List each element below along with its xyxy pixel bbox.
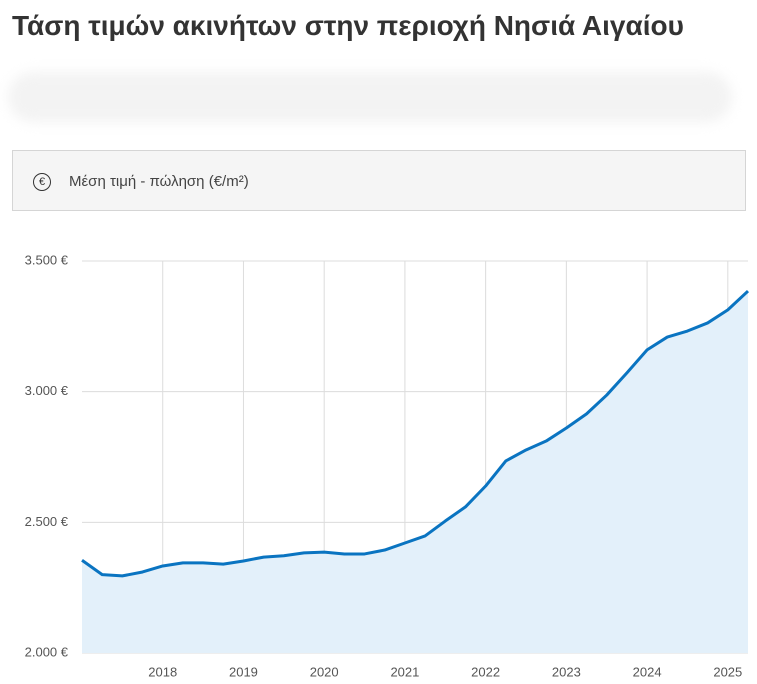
x-tick-label: 2020 — [310, 664, 339, 679]
x-tick-label: 2022 — [471, 664, 500, 679]
x-tick-label: 2025 — [713, 664, 742, 679]
line — [81, 289, 750, 578]
x-tick-label: 2024 — [633, 664, 662, 679]
x-tick-label: 2018 — [148, 664, 177, 679]
page-title: Τάση τιμών ακινήτων στην περιοχή Νησιά Α… — [12, 10, 684, 41]
selector-label: Μέση τιμή - πώληση (€/m²) — [69, 173, 249, 190]
x-tick-label: 2021 — [390, 664, 419, 679]
x-tick-label: 2019 — [229, 664, 258, 679]
y-tick-label: 3.000 € — [25, 383, 69, 398]
chart: 2.000 € 2.500 € 3.000 € 3.500 € 2018 2019 2020… — [25, 252, 750, 679]
euro-icon: € — [33, 173, 51, 191]
area — [82, 291, 748, 653]
blurred-bar — [8, 72, 732, 122]
y-tick-label: 2.000 € — [25, 644, 69, 659]
metric-selector[interactable]: € Μέση τιμή - πώληση (€/m²) — [12, 150, 746, 211]
x-tick-label: 2023 — [552, 664, 581, 679]
y-tick-label: 3.500 € — [25, 252, 69, 267]
y-tick-label: 2.500 € — [25, 514, 69, 529]
